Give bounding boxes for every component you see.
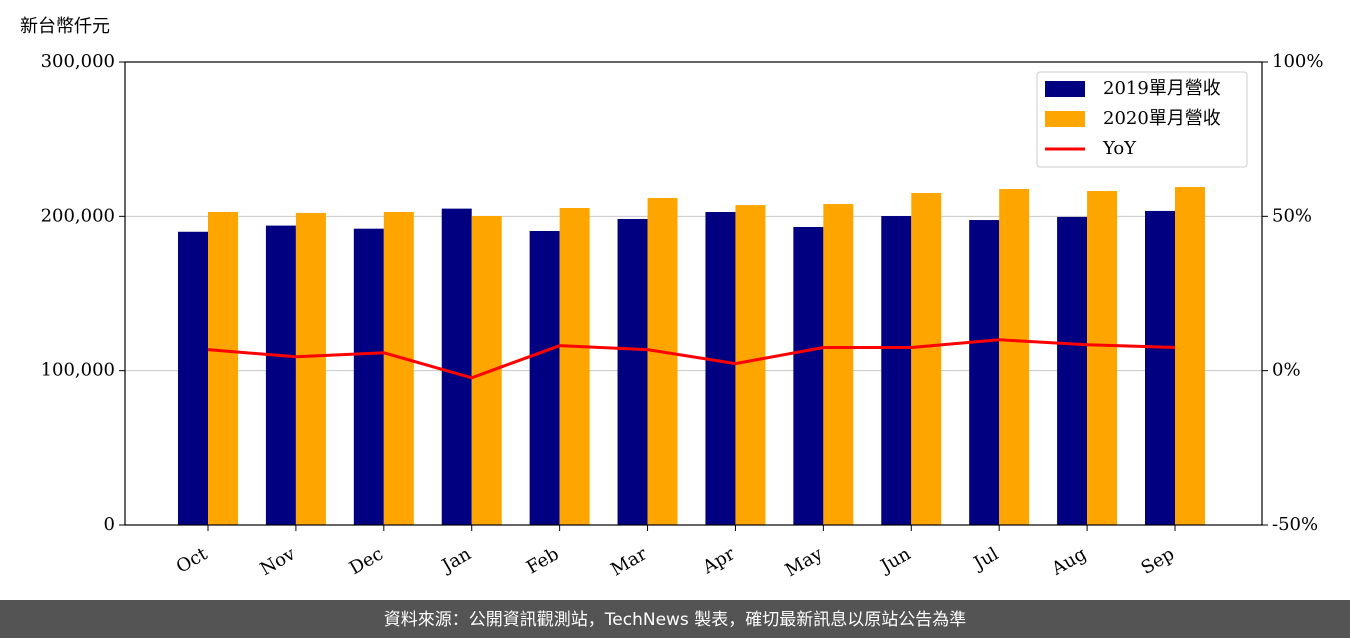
bar [647, 197, 678, 526]
x-tick-label: Jun [876, 543, 915, 578]
x-tick-label: Apr [698, 543, 738, 578]
legend-label: YoY [1102, 138, 1137, 159]
bar [471, 216, 502, 526]
bar [911, 193, 942, 526]
bar [969, 220, 1000, 525]
legend-swatch [1045, 111, 1085, 127]
x-tick-label: Aug [1047, 543, 1090, 580]
bar [295, 212, 326, 526]
y2-tick-label: 50% [1272, 205, 1312, 226]
x-tick-label: Sep [1138, 543, 1178, 578]
y-tick-label: 200,000 [41, 205, 115, 226]
footer: 資料來源：公開資訊觀測站，TechNews 製表，確切最新訊息以原站公告為準 [384, 610, 966, 630]
bar [793, 226, 824, 525]
y-axis-label: 新台幣仟元 [20, 16, 110, 37]
y-tick-label: 100,000 [41, 360, 115, 381]
x-tick-label: Jul [969, 543, 1003, 575]
bar [353, 228, 384, 525]
x-tick-label: Nov [257, 543, 300, 580]
x-tick-label: Feb [523, 543, 563, 578]
legend-box [1036, 71, 1248, 168]
bar [383, 212, 414, 525]
bar [441, 208, 472, 525]
bar [735, 205, 766, 525]
y-tick-label: 300,000 [41, 51, 115, 72]
bar [1175, 187, 1205, 525]
bar [529, 230, 560, 525]
bar [823, 203, 854, 525]
legend-label: 2020單月營收 [1103, 108, 1221, 129]
line [207, 338, 1176, 380]
x-tick-label: May [782, 543, 827, 581]
bar [559, 207, 590, 525]
footer-bar [0, 600, 1350, 638]
y2-tick-label: 100% [1272, 51, 1323, 72]
x-tick-label: Jan [437, 543, 475, 577]
bar [208, 212, 238, 525]
bar [1087, 191, 1118, 526]
x-tick-label: Mar [607, 543, 651, 580]
x-tick-label: Dec [346, 543, 387, 579]
bar [705, 212, 736, 525]
bar [178, 231, 208, 525]
bar [1145, 210, 1175, 525]
bar [617, 218, 648, 525]
y2-tick-label: 0% [1272, 360, 1301, 381]
bar [265, 225, 296, 526]
bar [1057, 216, 1088, 525]
y2-tick-label: -50% [1272, 514, 1318, 535]
legend-swatch [1045, 81, 1085, 97]
y-tick-label: 0 [104, 514, 115, 535]
bar [999, 189, 1030, 525]
legend-label: 2019單月營收 [1103, 78, 1221, 99]
bar [881, 216, 912, 526]
x-tick-label: Oct [173, 543, 212, 578]
plot-frame [124, 61, 1263, 526]
